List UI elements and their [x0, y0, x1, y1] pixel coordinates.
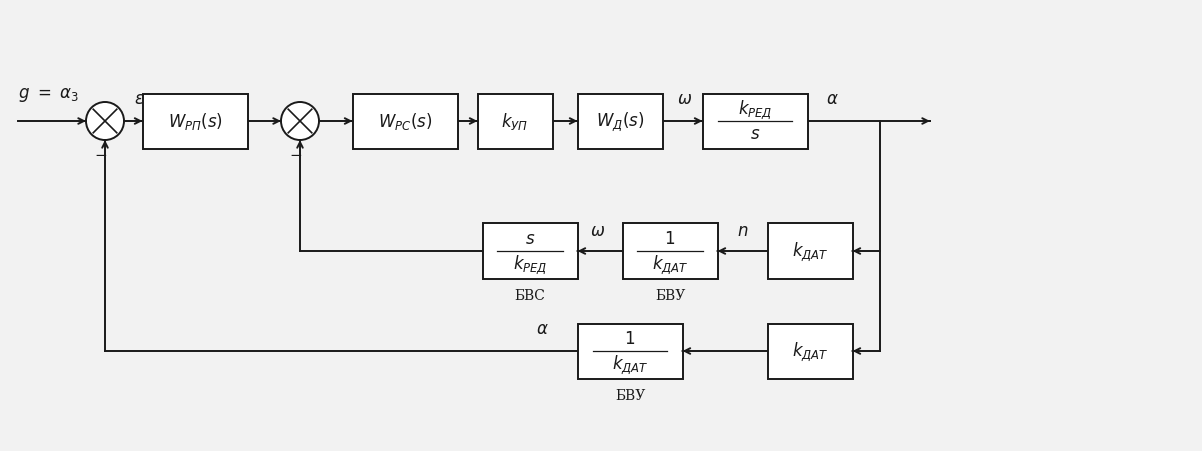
- Text: $k_{ДАТ}$: $k_{ДАТ}$: [612, 352, 648, 375]
- Text: $\omega$: $\omega$: [677, 91, 692, 108]
- Text: $-$: $-$: [290, 147, 303, 161]
- Text: $W_{РС}(s)$: $W_{РС}(s)$: [377, 111, 433, 132]
- Bar: [768, 224, 852, 279]
- Text: БВУ: БВУ: [655, 289, 685, 303]
- Text: $n$: $n$: [737, 223, 748, 240]
- Text: $k_{ДАТ}$: $k_{ДАТ}$: [792, 340, 828, 363]
- Text: БВУ: БВУ: [615, 389, 645, 403]
- Text: $\varepsilon$: $\varepsilon$: [133, 91, 144, 108]
- Text: $k_{УП}$: $k_{УП}$: [501, 111, 529, 132]
- Circle shape: [87, 103, 124, 141]
- Bar: [702, 94, 808, 149]
- Text: $s$: $s$: [750, 125, 760, 142]
- Bar: [477, 94, 553, 149]
- Text: $W_{Д}(s)$: $W_{Д}(s)$: [596, 110, 644, 133]
- Text: $k_{ДАТ}$: $k_{ДАТ}$: [792, 240, 828, 263]
- Text: $k_{РЕД}$: $k_{РЕД}$: [513, 252, 547, 275]
- Text: $\omega$: $\omega$: [590, 223, 605, 240]
- Bar: [623, 224, 718, 279]
- Text: $\alpha$: $\alpha$: [536, 321, 549, 338]
- Bar: [143, 94, 248, 149]
- Bar: [482, 224, 577, 279]
- Text: $1$: $1$: [624, 331, 636, 348]
- Text: $s$: $s$: [525, 231, 535, 248]
- Bar: [577, 324, 683, 379]
- Text: БВС: БВС: [514, 289, 546, 303]
- Text: $1$: $1$: [665, 231, 676, 248]
- Text: $-$: $-$: [95, 147, 107, 161]
- Bar: [352, 94, 458, 149]
- Circle shape: [281, 103, 319, 141]
- Bar: [768, 324, 852, 379]
- Text: $g\ =\ \alpha_3$: $g\ =\ \alpha_3$: [18, 86, 79, 104]
- Text: $k_{РЕД}$: $k_{РЕД}$: [738, 98, 772, 121]
- Text: $W_{РП}(s)$: $W_{РП}(s)$: [167, 111, 222, 132]
- Bar: [577, 94, 662, 149]
- Text: $k_{ДАТ}$: $k_{ДАТ}$: [651, 252, 689, 275]
- Text: $\alpha$: $\alpha$: [826, 91, 839, 108]
